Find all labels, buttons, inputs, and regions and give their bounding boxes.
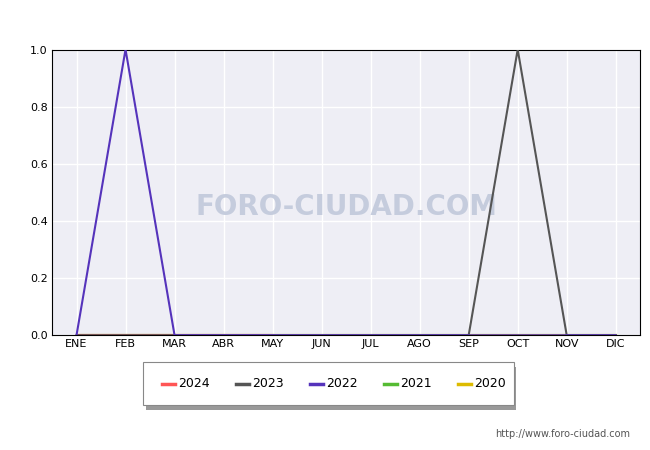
Text: http://www.foro-ciudad.com: http://www.foro-ciudad.com [495,429,630,439]
Text: 2021: 2021 [400,377,432,390]
Text: Matriculaciones de Vehiculos en Jurisdicción de San Zadornil: Matriculaciones de Vehiculos en Jurisdic… [82,16,568,32]
Text: 2020: 2020 [474,377,506,390]
Text: 2024: 2024 [178,377,209,390]
Text: 2023: 2023 [252,377,283,390]
Text: 2022: 2022 [326,377,358,390]
Text: FORO-CIUDAD.COM: FORO-CIUDAD.COM [195,193,497,220]
